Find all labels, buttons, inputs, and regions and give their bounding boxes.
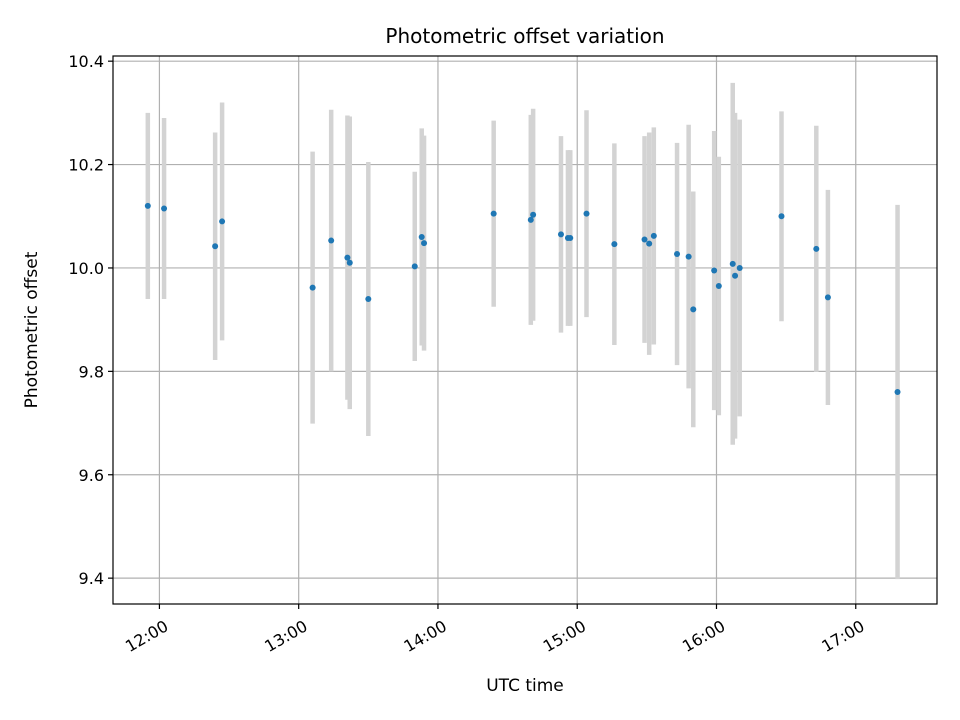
data-point [685,253,692,260]
y-tick-label: 9.8 [79,362,104,381]
data-point [711,267,718,274]
data-point [736,264,743,271]
data-point [344,254,351,261]
x-tick-label: 14:00 [401,616,450,656]
data-point [650,232,657,239]
y-tick-label: 10.2 [68,156,104,175]
data-point [611,241,618,248]
data-point [421,240,428,247]
plot-frame [112,55,938,605]
data-point [824,294,831,301]
x-tick-label: 16:00 [679,616,728,656]
data-point [641,236,648,243]
data-point [346,259,353,266]
data-point [144,202,151,209]
data-point [418,233,425,240]
data-point [729,260,736,267]
data-point [490,210,497,217]
data-point [894,389,901,396]
data-point [328,237,335,244]
data-points [144,202,901,396]
data-point [212,243,219,250]
data-point [674,251,681,258]
y-tick-label: 9.6 [79,466,104,485]
data-point [527,216,534,223]
data-point [219,218,226,225]
data-point [715,283,722,290]
data-point [583,210,590,217]
errorbars [145,82,900,580]
data-point [567,234,574,241]
data-point [557,231,564,238]
data-point [690,306,697,313]
y-axis-label: Photometric offset [22,251,42,408]
y-tick-label: 9.4 [79,569,104,588]
y-tick-label: 10.4 [68,52,104,71]
data-point [530,211,537,218]
x-tick-label: 12:00 [122,616,171,656]
x-tick-label: 17:00 [818,616,867,656]
grid [113,56,937,604]
y-axis-ticks: 9.4 9.6 9.8 10.0 10.2 10.4 [68,52,113,588]
x-axis-ticks: 12:00 13:00 14:00 15:00 16:00 17:00 [122,604,868,656]
data-point [161,205,168,212]
x-tick-label: 15:00 [540,616,589,656]
data-point [732,272,739,279]
data-point [778,213,785,220]
chart-title: Photometric offset variation [385,24,664,48]
y-tick-label: 10.0 [68,259,104,278]
x-axis-label: UTC time [486,676,564,696]
data-point [646,240,653,247]
data-point [365,295,372,302]
data-point [813,245,820,252]
x-tick-label: 13:00 [261,616,310,656]
data-point [309,284,316,291]
data-point [411,263,418,270]
